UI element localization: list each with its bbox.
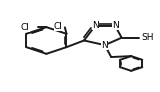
Text: N: N (112, 21, 119, 30)
Text: N: N (92, 21, 99, 30)
Text: N: N (101, 41, 108, 50)
Text: Cl: Cl (54, 22, 63, 31)
Text: Cl: Cl (21, 23, 30, 32)
Text: SH: SH (142, 33, 154, 42)
